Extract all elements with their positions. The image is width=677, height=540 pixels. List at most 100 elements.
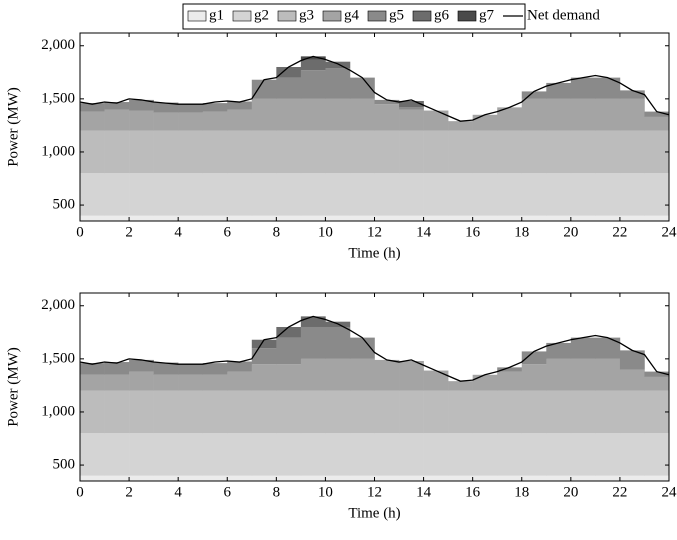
area-segment (399, 361, 424, 391)
area-segment (325, 99, 350, 131)
legend-label: g1 (209, 7, 224, 23)
area-segment (571, 131, 596, 173)
area-segment (546, 391, 571, 433)
y-tick-label: 1,500 (41, 90, 75, 106)
x-axis-label: Time (h) (348, 505, 400, 521)
area-segment (301, 359, 326, 391)
area-segment (424, 391, 449, 433)
area-segment (620, 90, 645, 98)
area-segment (497, 131, 522, 173)
x-tick-label: 10 (318, 484, 333, 500)
legend-label: g7 (479, 7, 495, 23)
area-segment (399, 391, 424, 433)
y-tick-label: 500 (53, 457, 76, 473)
area-segment (129, 131, 154, 173)
area-segment (252, 364, 277, 391)
legend-swatch (458, 11, 476, 21)
area-segment (399, 173, 424, 215)
x-tick-label: 4 (174, 484, 182, 500)
area-segment (644, 377, 669, 391)
x-tick-label: 18 (514, 224, 529, 240)
area-segment (350, 131, 375, 173)
area-segment (497, 433, 522, 475)
area-segment (227, 391, 252, 433)
area-segment (497, 372, 522, 391)
area-segment (399, 433, 424, 475)
y-tick-label: 1,000 (41, 143, 75, 159)
area-segment (595, 173, 620, 215)
area-segment (203, 112, 228, 131)
legend-swatch (413, 11, 431, 21)
area-segment (448, 433, 473, 475)
area-segment (301, 391, 326, 433)
area-segment (399, 109, 424, 130)
area-segment (227, 131, 252, 173)
x-tick-label: 22 (612, 224, 627, 240)
x-tick-label: 8 (273, 484, 281, 500)
area-segment (473, 391, 498, 433)
area-segment (522, 364, 547, 391)
area-segment (325, 131, 350, 173)
x-tick-label: 0 (76, 224, 84, 240)
area-segment (644, 433, 669, 475)
area-segment (325, 68, 350, 99)
legend-label: g3 (299, 7, 314, 23)
x-tick-label: 8 (273, 224, 281, 240)
area-segment (80, 375, 105, 391)
area-segment (473, 375, 498, 391)
area-segment (301, 327, 326, 359)
area-segment (546, 131, 571, 173)
area-segment (276, 173, 301, 215)
area-segment (276, 338, 301, 365)
area-segment (178, 104, 203, 112)
area-segment (105, 362, 130, 375)
area-segment (129, 391, 154, 433)
area-segment (227, 102, 252, 110)
area-segment (620, 131, 645, 173)
area-segment (595, 99, 620, 131)
area-segment (546, 359, 571, 391)
area-segment (571, 391, 596, 433)
area-segment (620, 433, 645, 475)
area-segment (276, 131, 301, 173)
legend-label: g5 (389, 7, 404, 23)
area-segment (571, 338, 596, 359)
x-tick-label: 14 (416, 224, 432, 240)
area-segment (546, 433, 571, 475)
x-tick-label: 12 (367, 484, 382, 500)
x-tick-label: 6 (224, 224, 232, 240)
area-segment (301, 70, 326, 99)
area-segment (252, 173, 277, 215)
x-tick-label: 2 (125, 224, 133, 240)
area-segment (571, 173, 596, 215)
area-segment (325, 173, 350, 215)
area-segment (227, 433, 252, 475)
area-segment (522, 99, 547, 131)
area-segment (276, 391, 301, 433)
area-segment (375, 173, 400, 215)
area-segment (276, 364, 301, 391)
area-segment (178, 375, 203, 391)
area-segment (252, 391, 277, 433)
legend-label: g6 (434, 7, 450, 23)
area-segment (227, 173, 252, 215)
area-segment (154, 113, 179, 131)
area-segment (178, 113, 203, 131)
area-segment (203, 131, 228, 173)
area-segment (178, 173, 203, 215)
area-segment (522, 173, 547, 215)
area-segment (154, 173, 179, 215)
area-segment (252, 131, 277, 173)
area-segment (178, 433, 203, 475)
area-segment (252, 433, 277, 475)
area-segment (301, 99, 326, 131)
x-axis-label: Time (h) (348, 245, 400, 261)
area-segment (448, 131, 473, 173)
area-segment (375, 131, 400, 173)
area-segment (448, 173, 473, 215)
area-segment (448, 391, 473, 433)
area-segment (473, 131, 498, 173)
y-axis-label: Power (MW) (5, 347, 21, 427)
x-tick-label: 20 (563, 484, 578, 500)
area-segment (252, 340, 277, 348)
